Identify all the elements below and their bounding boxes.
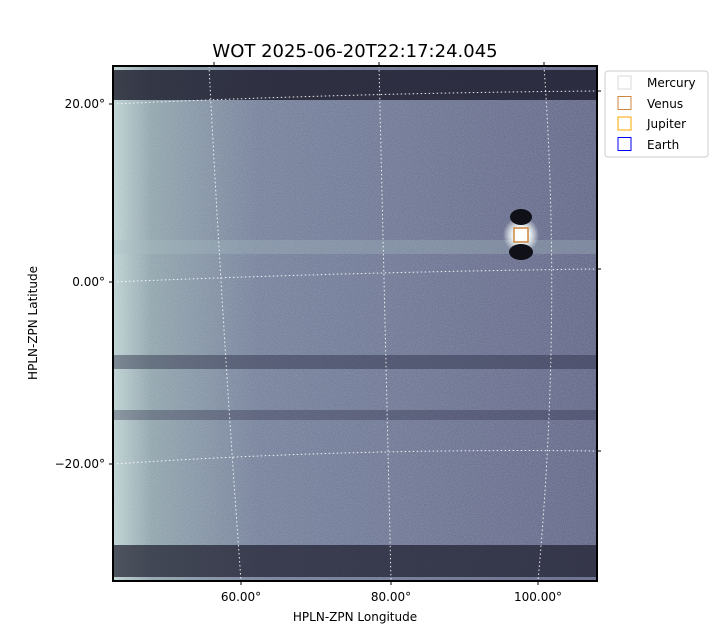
- legend-label-jupiter: Jupiter: [646, 117, 686, 131]
- grid-lines: [112, 65, 598, 582]
- y-tick-label: 0.00°: [72, 275, 105, 289]
- plot-image: [113, 66, 597, 581]
- ticks: [109, 62, 601, 585]
- chart-title: WOT 2025-06-20T22:17:24.045: [212, 41, 497, 62]
- legend-swatch-earth: [617, 137, 632, 151]
- x-axis-label: HPLN-ZPN Longitude: [293, 610, 417, 624]
- y-tick-label: 20.00°: [65, 97, 105, 111]
- x-tick-label: 60.00°: [221, 590, 261, 604]
- plot-frame: [112, 65, 598, 582]
- legend-swatch-jupiter: [617, 116, 632, 131]
- legend-label-earth: Earth: [647, 138, 679, 152]
- x-tick-label: 80.00°: [371, 590, 411, 604]
- legend: Mercury Venus Jupiter Earth: [604, 70, 709, 158]
- x-tick-label: 100.00°: [514, 590, 562, 604]
- legend-label-venus: Venus: [647, 97, 683, 111]
- legend-label-mercury: Mercury: [647, 76, 696, 90]
- y-tick-label: −20.00°: [55, 457, 105, 471]
- legend-swatch-mercury: [617, 75, 632, 90]
- legend-swatch-venus: [617, 96, 632, 110]
- venus-marker: [513, 227, 529, 243]
- y-axis-label: HPLN-ZPN Latitude: [26, 266, 40, 380]
